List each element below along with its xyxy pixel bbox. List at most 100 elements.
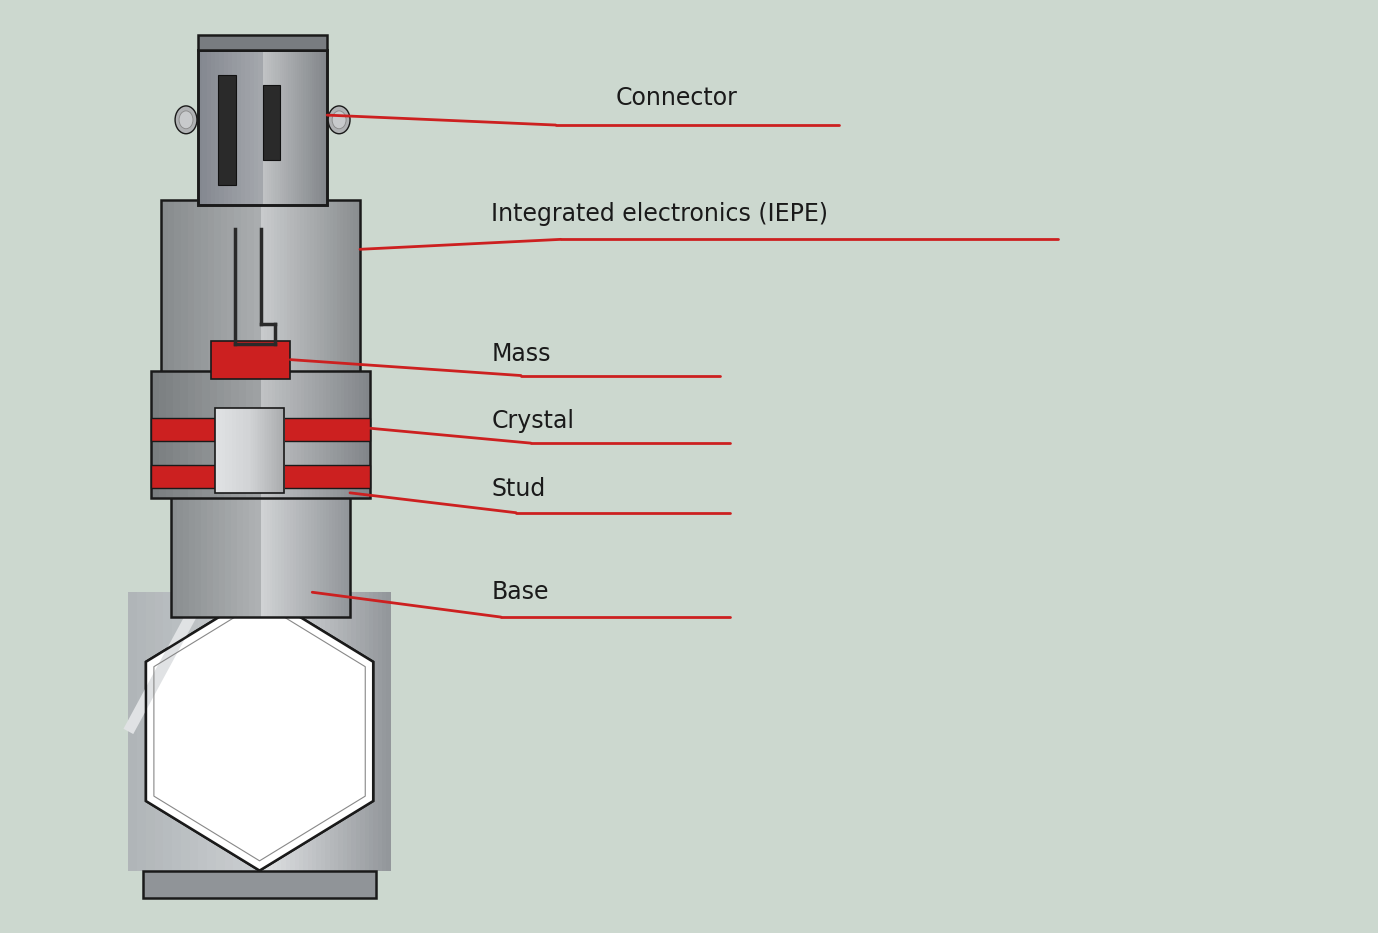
Bar [203, 370, 209, 498]
Bar [278, 370, 282, 498]
Bar [306, 483, 309, 617]
Bar [271, 50, 274, 204]
Bar [267, 200, 271, 376]
Bar [339, 592, 347, 870]
Bar [302, 483, 306, 617]
Bar [277, 200, 281, 376]
Bar [347, 592, 357, 870]
Bar [222, 409, 226, 493]
Text: Stud: Stud [491, 477, 546, 501]
Bar [302, 50, 306, 204]
Bar [314, 483, 321, 617]
Bar [249, 409, 254, 493]
Bar [274, 409, 276, 493]
Bar [203, 50, 207, 204]
Bar [305, 370, 311, 498]
Bar [298, 370, 305, 498]
Bar [310, 200, 314, 376]
Bar [259, 592, 265, 870]
Bar [270, 483, 273, 617]
Bar [243, 483, 249, 617]
Bar [369, 592, 373, 870]
Bar [287, 50, 289, 204]
Bar [219, 50, 225, 204]
Bar [373, 592, 378, 870]
Bar [152, 465, 369, 488]
Bar [254, 370, 260, 498]
Bar [276, 409, 278, 493]
Bar [269, 50, 271, 204]
Bar [284, 50, 287, 204]
Bar [282, 50, 285, 204]
Bar [260, 409, 262, 493]
Bar [218, 76, 236, 185]
Bar [269, 409, 271, 493]
Bar [271, 50, 276, 204]
Bar [267, 409, 271, 493]
Bar [274, 200, 277, 376]
Bar [273, 592, 277, 870]
Bar [325, 50, 328, 204]
Ellipse shape [332, 111, 346, 129]
Bar [247, 409, 251, 493]
Bar [273, 50, 276, 204]
Bar [318, 370, 327, 498]
Bar [382, 592, 387, 870]
Bar [245, 50, 251, 204]
Bar [267, 200, 274, 376]
Bar [189, 483, 196, 617]
Bar [310, 50, 313, 204]
Bar [320, 483, 327, 617]
Bar [152, 418, 369, 441]
Bar [271, 370, 276, 498]
Bar [201, 200, 208, 376]
Bar [294, 483, 296, 617]
Bar [243, 409, 247, 493]
Bar [324, 483, 327, 617]
Bar [278, 483, 285, 617]
Bar [309, 483, 311, 617]
Bar [296, 483, 300, 617]
Bar [291, 50, 294, 204]
Bar [274, 409, 278, 493]
Bar [263, 409, 266, 493]
Bar [251, 409, 254, 493]
Bar [241, 200, 248, 376]
Bar [360, 370, 364, 498]
Bar [256, 409, 259, 493]
Bar [291, 200, 294, 376]
Bar [333, 200, 338, 376]
Bar [281, 592, 287, 870]
Bar [146, 592, 156, 870]
Bar [233, 409, 236, 493]
Bar [332, 483, 336, 617]
Bar [281, 483, 285, 617]
Bar [260, 200, 267, 376]
Bar [362, 370, 371, 498]
Bar [270, 200, 274, 376]
Bar [314, 50, 317, 204]
Bar [227, 200, 234, 376]
Bar [229, 409, 233, 493]
Bar [317, 200, 321, 376]
Bar [285, 592, 291, 870]
Bar [329, 483, 332, 617]
Bar [198, 50, 203, 204]
Bar [152, 370, 369, 498]
Bar [198, 592, 208, 870]
Polygon shape [146, 592, 373, 870]
Bar [174, 370, 181, 498]
Bar [311, 50, 314, 204]
Bar [294, 200, 298, 376]
Bar [181, 370, 189, 498]
Bar [320, 483, 324, 617]
Bar [327, 370, 331, 498]
Bar [284, 50, 289, 204]
Bar [295, 592, 303, 870]
Bar [274, 200, 281, 376]
Bar [214, 200, 222, 376]
Bar [284, 200, 288, 376]
Bar [267, 50, 270, 204]
Bar [333, 370, 342, 498]
Bar [269, 592, 277, 870]
